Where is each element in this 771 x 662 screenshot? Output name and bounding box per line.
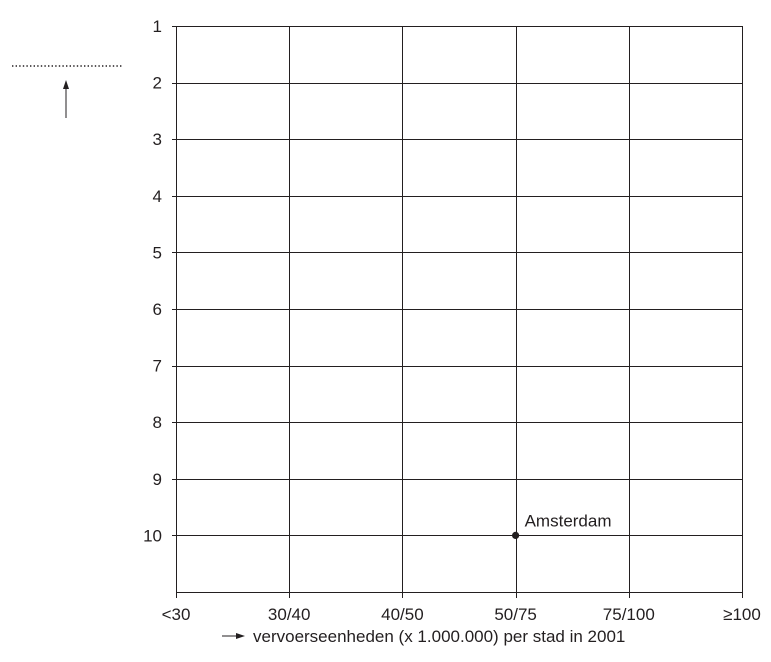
y-tick-label: 2 <box>153 74 162 93</box>
x-tick-labels: <30 30/40 40/50 50/75 75/100 ≥100 <box>162 605 761 624</box>
y-tick-label: 7 <box>153 357 162 376</box>
x-axis-title: vervoerseenheden (x 1.000.000) per stad … <box>253 627 625 646</box>
x-tick-label: 30/40 <box>268 605 311 624</box>
y-axis-arrow-icon <box>63 80 69 89</box>
y-tick-label: 4 <box>153 187 162 206</box>
y-tick-label: 8 <box>153 413 162 432</box>
y-tick-label: 6 <box>153 300 162 319</box>
x-tick-label: ≥100 <box>723 605 761 624</box>
y-tick-label: 10 <box>143 526 162 545</box>
axes <box>172 26 743 598</box>
x-tick-label: 75/100 <box>603 605 655 624</box>
x-tick-label: 50/75 <box>494 605 537 624</box>
x-axis-arrow-icon <box>236 633 245 639</box>
grid <box>176 26 743 592</box>
y-tick-labels: 1 2 3 4 5 6 7 8 9 10 <box>143 17 162 545</box>
x-axis-label: vervoerseenheden (x 1.000.000) per stad … <box>222 627 625 646</box>
x-tick-label: 40/50 <box>381 605 424 624</box>
y-tick-label: 5 <box>153 243 162 262</box>
y-axis-label-placeholder <box>12 65 122 118</box>
data-point <box>511 531 520 540</box>
y-tick-label: 3 <box>153 130 162 149</box>
data-points: Amsterdam <box>511 511 612 540</box>
data-point-label: Amsterdam <box>525 511 612 530</box>
x-tick-label: <30 <box>162 605 191 624</box>
y-tick-label: 1 <box>153 17 162 36</box>
y-tick-label: 9 <box>153 470 162 489</box>
